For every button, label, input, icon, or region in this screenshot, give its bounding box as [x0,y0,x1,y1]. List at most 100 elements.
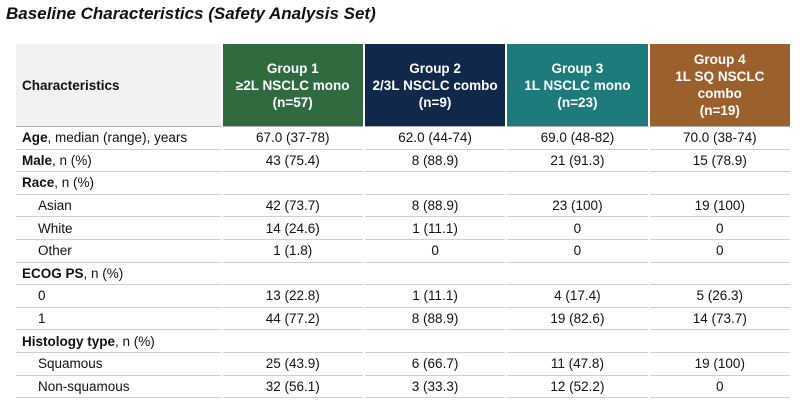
empty-cell [364,263,506,286]
group-header-line: ≥2L NSCLC mono [235,77,350,93]
cell: 12 (52.2) [507,376,648,399]
empty-cell [364,172,506,195]
cell: 42 (73.7) [222,195,363,218]
empty-cell [222,263,363,286]
cell: 8 (88.9) [364,195,506,218]
table-row: Male, n (%) 43 (75.4) 8 (88.9) 21 (91.3) 15 … [16,150,790,173]
empty-cell [507,172,648,195]
group-header-line: Group 4 [693,52,746,67]
cell: 11 (47.8) [507,353,648,376]
group-header: Group 1 ≥2L NSCLC mono (n=57) [222,44,363,126]
empty-cell [649,172,790,195]
cell: 13 (22.8) [222,285,363,308]
cell: 3 (33.3) [364,376,506,399]
cell: 62.0 (44-74) [364,126,506,150]
cell: 14 (24.6) [222,217,363,240]
row-label-text: 1 [38,311,46,327]
group-header-line: combo [697,86,742,101]
cell: 0 [649,217,790,240]
row-label: Asian [16,195,221,218]
cell: 25 (43.9) [222,353,363,376]
group-header-line: Group 3 [551,60,604,76]
table-row: Squamous 25 (43.9) 6 (66.7) 11 (47.8) 19 (10… [16,353,790,376]
row-label-bold: Age [22,130,48,146]
table-row: Race, n (%) [16,172,790,195]
group-header: Group 3 1L NSCLC mono (n=23) [507,44,648,126]
row-label-rest: , n (%) [83,265,124,281]
cell: 19 (82.6) [507,308,648,331]
row-label-bold: Race [22,175,55,191]
header-row: Characteristics Group 1 ≥2L NSCLC mono (n=5… [16,44,790,126]
cell: 0 [649,240,790,263]
table-row: Non-squamous 32 (56.1) 3 (33.3) 12 (52.2) 0 [16,376,790,399]
cell: 8 (88.9) [364,150,506,173]
cell: 14 (73.7) [649,308,790,331]
cell: 0 [507,240,648,263]
row-label: Histology type, n (%) [16,330,221,353]
row-label-rest: , n (%) [52,152,92,168]
group-header-line: Group 1 [266,60,319,76]
title: Baseline Characteristics (Safety Analysi… [6,4,376,23]
empty-cell [649,263,790,286]
cell: 69.0 (48-82) [507,126,648,150]
cell: 5 (26.3) [649,285,790,308]
empty-cell [507,263,648,286]
cell: 1 (11.1) [364,217,506,240]
group-header: Group 4 1L SQ NSCLC combo (n=19) [649,44,790,126]
table-row: 1 44 (77.2) 8 (88.9) 19 (82.6) 14 (73.7) [16,308,790,331]
group-header-line: (n=19) [699,103,740,118]
empty-cell [507,330,648,353]
row-label: Race, n (%) [16,172,221,195]
cell: 32 (56.1) [222,376,363,399]
group-header-line: (n=9) [418,94,452,110]
group-header-line: Group 2 [409,60,461,76]
group-header: Group 2 2/3L NSCLC combo (n=9) [364,44,506,126]
cell: 44 (77.2) [222,308,363,331]
cell: 70.0 (38-74) [649,126,790,150]
cell: 1 (11.1) [364,285,506,308]
row-label-text: Other [38,243,72,259]
empty-cell [222,172,363,195]
cell: 23 (100) [507,195,648,218]
cell: 19 (100) [649,195,790,218]
cell: 15 (78.9) [649,150,790,173]
table-row: Other 1 (1.8) 0 0 0 [16,240,790,263]
row-label: 0 [16,285,221,308]
row-label-rest: , n (%) [54,175,95,191]
row-label: Other [16,240,221,263]
cell: 43 (75.4) [222,150,363,173]
row-label: Non-squamous [16,376,221,399]
cell: 8 (88.9) [364,308,506,331]
cell: 0 [507,217,648,240]
cell: 4 (17.4) [507,285,648,308]
empty-cell [222,330,363,353]
group-header-line: (n=23) [557,94,598,110]
row-label-text: Squamous [38,356,103,372]
empty-cell [364,330,506,353]
row-label-rest: , n (%) [115,333,155,349]
table-row: Asian 42 (73.7) 8 (88.9) 23 (100) 19 (100) [16,195,790,218]
row-label-bold: ECOG PS [22,265,84,281]
group-header-line: 1L SQ NSCLC [675,69,765,84]
row-label: Squamous [16,353,221,376]
row-label: 1 [16,308,221,331]
group-header-line: (n=57) [272,94,313,110]
row-label-text: Asian [38,198,72,214]
table-body: Age, median (range), years 67.0 (37-78) 62… [16,126,790,399]
row-label: ECOG PS, n (%) [16,263,221,286]
cell: 19 (100) [649,353,790,376]
cell: 1 (1.8) [222,240,363,263]
cell: 67.0 (37-78) [222,126,363,150]
table-row: ECOG PS, n (%) [16,263,790,286]
row-label-bold: Male [22,152,53,168]
cell: 6 (66.7) [364,353,506,376]
table-row: Age, median (range), years 67.0 (37-78) 62… [16,126,790,150]
row-label-text: Non-squamous [38,378,130,394]
table-row: 0 13 (22.8) 1 (11.1) 4 (17.4) 5 (26.3) [16,285,790,308]
group-header-line: 1L NSCLC mono [524,77,631,93]
group-header-line: 2/3L NSCLC combo [372,77,498,93]
row-label: Age, median (range), years [16,126,221,150]
row-label: Male, n (%) [16,150,221,173]
row-label-rest: , median (range), years [47,130,188,146]
